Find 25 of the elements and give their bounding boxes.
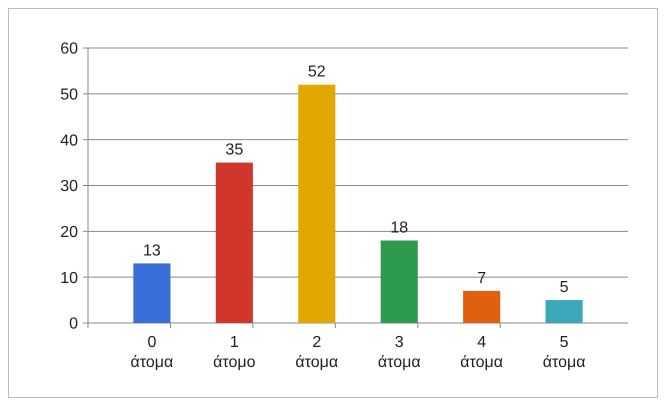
y-tick-label: 0 bbox=[69, 316, 78, 333]
y-tick-label: 30 bbox=[60, 178, 78, 196]
bar bbox=[216, 162, 253, 323]
x-tick-label: 4 άτομα bbox=[460, 334, 504, 371]
data-label: 5 bbox=[560, 279, 569, 296]
bar bbox=[380, 240, 418, 323]
bar bbox=[298, 84, 336, 323]
bar bbox=[546, 300, 583, 323]
data-label: 18 bbox=[390, 220, 408, 236]
y-tick-label: 10 bbox=[60, 270, 78, 287]
bar bbox=[463, 290, 500, 323]
x-tick-label: 5 άτομα bbox=[542, 334, 586, 371]
y-tick-label: 40 bbox=[60, 132, 78, 150]
x-tick-label: 0 άτομα bbox=[130, 334, 174, 371]
data-label: 13 bbox=[142, 242, 161, 260]
x-tick-label: 3 άτομα bbox=[378, 334, 421, 371]
data-label: 52 bbox=[308, 64, 326, 81]
y-tick-label: 20 bbox=[60, 224, 78, 241]
bar bbox=[133, 263, 170, 323]
x-tick-label: 2 άτομα bbox=[295, 334, 338, 371]
y-tick-label: 60 bbox=[60, 40, 78, 58]
y-tick-label: 50 bbox=[60, 86, 78, 104]
data-label: 35 bbox=[225, 142, 244, 159]
x-tick-label: 1 άτομο bbox=[213, 334, 256, 371]
data-label: 7 bbox=[477, 270, 486, 287]
